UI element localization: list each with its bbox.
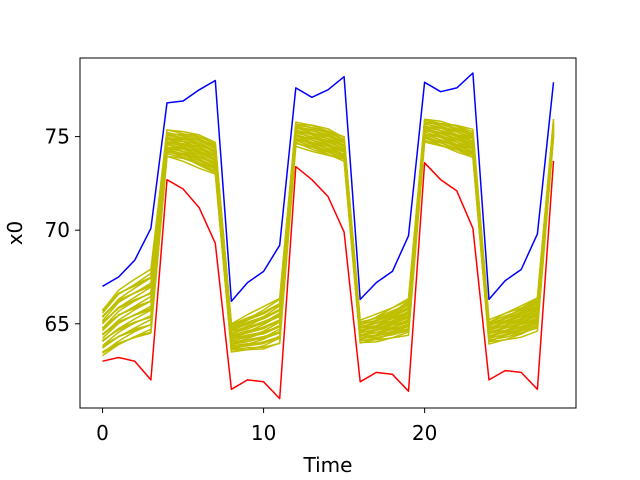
bound-series bbox=[102, 72, 555, 400]
upper-bound-line bbox=[102, 72, 555, 303]
y-axis: 65 70 75 bbox=[45, 125, 80, 336]
y-tick-label: 75 bbox=[45, 125, 70, 149]
sample-line bbox=[101, 121, 555, 325]
x-tick-label: 10 bbox=[251, 421, 276, 445]
x-axis: 0 10 20 bbox=[96, 408, 437, 445]
y-tick-label: 65 bbox=[45, 312, 70, 336]
y-axis-label: x0 bbox=[3, 221, 27, 246]
x-axis-label: Time bbox=[303, 453, 353, 477]
ensemble-series bbox=[101, 118, 555, 357]
x-tick-label: 20 bbox=[412, 421, 437, 445]
y-tick-label: 70 bbox=[45, 218, 70, 242]
lower-bound-line bbox=[102, 160, 555, 400]
x-tick-label: 0 bbox=[96, 421, 109, 445]
plot-frame bbox=[79, 57, 577, 409]
